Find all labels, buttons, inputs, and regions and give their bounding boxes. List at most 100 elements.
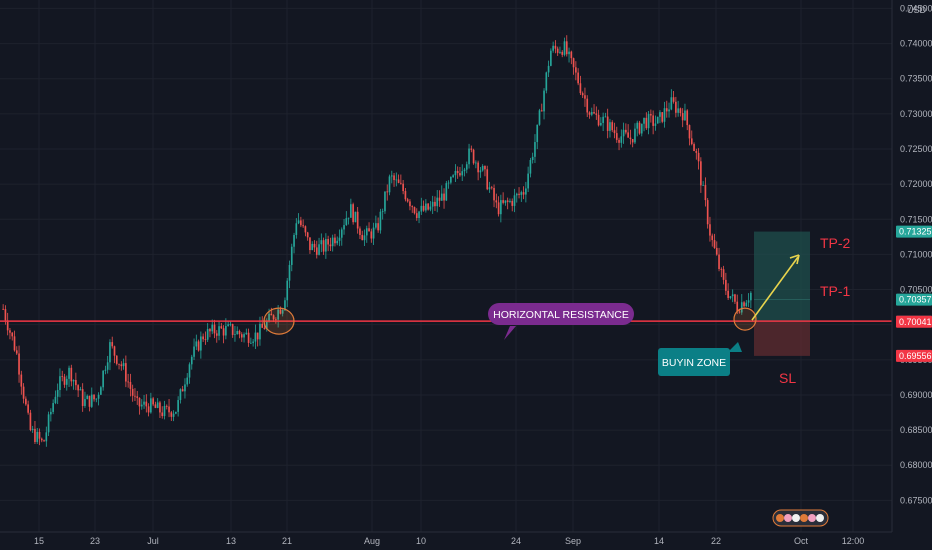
candle-body	[152, 398, 154, 405]
x-tick-label: 13	[226, 536, 236, 546]
candle-body	[493, 188, 495, 201]
candle-body	[129, 381, 132, 389]
candle-body	[631, 138, 634, 143]
candle-body	[213, 324, 216, 334]
candle-body	[227, 324, 229, 327]
candle-body	[743, 302, 745, 307]
candle-body	[90, 394, 93, 407]
candle-body	[70, 367, 73, 382]
candle-body	[281, 310, 284, 314]
candle-body	[731, 294, 734, 297]
candle-body	[315, 247, 318, 255]
candle-body	[393, 175, 395, 181]
candle-body	[590, 112, 593, 115]
candle-body	[652, 115, 654, 126]
candle-body	[477, 162, 479, 173]
candle-body	[700, 161, 702, 186]
candle-body	[250, 342, 252, 344]
candle-body	[695, 151, 698, 153]
y-tick-label: 0.73000	[900, 109, 932, 119]
candle-body	[190, 356, 193, 365]
price-badge[interactable]	[896, 315, 932, 328]
candle-body	[263, 327, 266, 330]
candle-body	[606, 116, 609, 131]
candle-body	[284, 300, 286, 311]
candle-body	[665, 108, 668, 112]
candle-body	[40, 438, 43, 441]
candle-body	[47, 414, 50, 433]
candle-body	[306, 232, 309, 238]
candle-body	[738, 311, 741, 313]
price-badge[interactable]	[896, 293, 932, 306]
event-icon	[800, 514, 808, 522]
buy-label-box[interactable]	[658, 348, 730, 376]
candle-body	[522, 192, 525, 195]
candle-body	[609, 122, 611, 131]
event-icon	[808, 514, 816, 522]
candle-body	[161, 412, 164, 417]
candle-body	[127, 381, 129, 383]
candle-body	[725, 279, 727, 291]
candle-body	[86, 395, 89, 400]
candle-body	[634, 128, 636, 143]
event-icon	[816, 514, 824, 522]
candle-body	[247, 332, 250, 343]
candle-body	[593, 112, 595, 114]
tp2-label: TP-2	[820, 235, 851, 251]
currency-label[interactable]: USD	[907, 5, 927, 15]
candle-body	[445, 183, 448, 201]
candle-body	[397, 179, 400, 183]
candle-body	[115, 355, 118, 364]
candle-body	[727, 290, 729, 298]
candle-body	[45, 432, 48, 442]
candle-body	[29, 412, 32, 430]
candle-body	[409, 201, 411, 207]
candle-body	[459, 173, 461, 176]
price-axis[interactable]: 0.74500 0.74000 0.73500 0.73000 0.72500 0.720…	[891, 0, 932, 532]
price-badge[interactable]	[896, 225, 932, 238]
candle-body	[36, 431, 39, 442]
x-tick-label: 24	[511, 536, 521, 546]
candle-body	[77, 385, 79, 391]
candle-body	[613, 130, 616, 134]
price-badge[interactable]	[896, 349, 932, 362]
y-tick-label: 0.68000	[900, 460, 932, 470]
candle-body	[388, 176, 391, 193]
candle-body	[704, 184, 707, 201]
candle-body	[568, 51, 570, 55]
take-profit-zone	[754, 231, 810, 322]
candle-body	[311, 243, 314, 251]
resistance-label-box[interactable]	[488, 303, 634, 325]
candle-body	[581, 93, 584, 96]
candle-body	[679, 108, 682, 114]
candle-body	[347, 217, 350, 219]
candle-body	[218, 326, 220, 336]
target-arrow-line	[751, 256, 799, 321]
candle-body	[470, 148, 473, 150]
candle-body	[106, 362, 109, 370]
candle-body	[109, 342, 111, 363]
candle-body	[636, 122, 639, 129]
candle-body	[172, 413, 175, 417]
candle-body	[556, 48, 559, 53]
candle-body	[204, 339, 207, 341]
candle-body	[386, 191, 389, 193]
y-tick-label: 0.71000	[900, 249, 932, 259]
candle-body	[59, 376, 61, 390]
x-tick-label: Oct	[794, 536, 809, 546]
candle-body	[313, 243, 316, 248]
candle-body	[504, 200, 507, 203]
time-axis[interactable]: 15 23 Jul 13 21 Aug 10 24 Sep 14 22 Oct 12:00	[0, 531, 892, 546]
price-badge-label: 0.70041	[899, 317, 932, 327]
candle-body	[529, 160, 532, 174]
candle-body	[559, 51, 561, 53]
candle-body	[740, 302, 743, 313]
candles	[2, 35, 752, 447]
candle-body	[359, 228, 361, 235]
candle-body	[163, 405, 166, 417]
candle-body	[468, 148, 470, 165]
candle-body	[536, 124, 539, 143]
candle-body	[402, 183, 404, 192]
candle-body	[270, 313, 273, 316]
